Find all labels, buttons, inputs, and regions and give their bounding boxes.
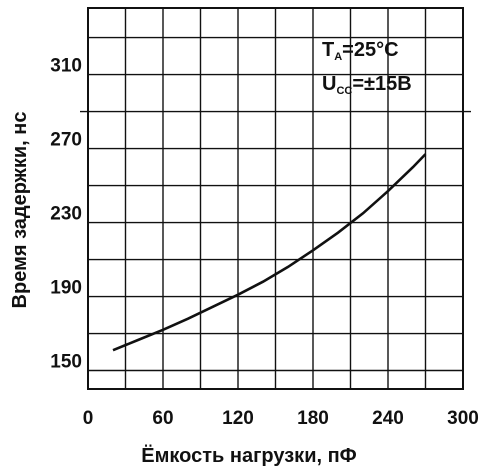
grid (80, 8, 471, 389)
series-line (112, 153, 427, 352)
x-tick-label: 240 (372, 408, 404, 429)
y-tick-label: 230 (50, 204, 82, 225)
y-axis-label: Время задержки, нс (9, 112, 31, 309)
voltage-annotation: UCC=±15В (322, 73, 412, 97)
x-tick-label: 0 (83, 408, 94, 429)
tick-labels: 0 60 120 180 240 300 150 190 230 270 310 (50, 56, 479, 429)
x-tick-label: 300 (447, 408, 479, 429)
x-tick-label: 60 (152, 408, 173, 429)
y-tick-label: 150 (50, 352, 82, 373)
temperature-annotation: TA=25°C (322, 39, 399, 63)
y-tick-label: 310 (50, 56, 82, 77)
x-axis-label: Ёмкость нагрузки, пФ (141, 444, 357, 467)
x-tick-label: 180 (297, 408, 329, 429)
x-tick-label: 120 (222, 408, 254, 429)
y-tick-label: 190 (50, 278, 82, 299)
plot-frame (87, 7, 464, 390)
y-tick-label: 270 (50, 130, 82, 151)
